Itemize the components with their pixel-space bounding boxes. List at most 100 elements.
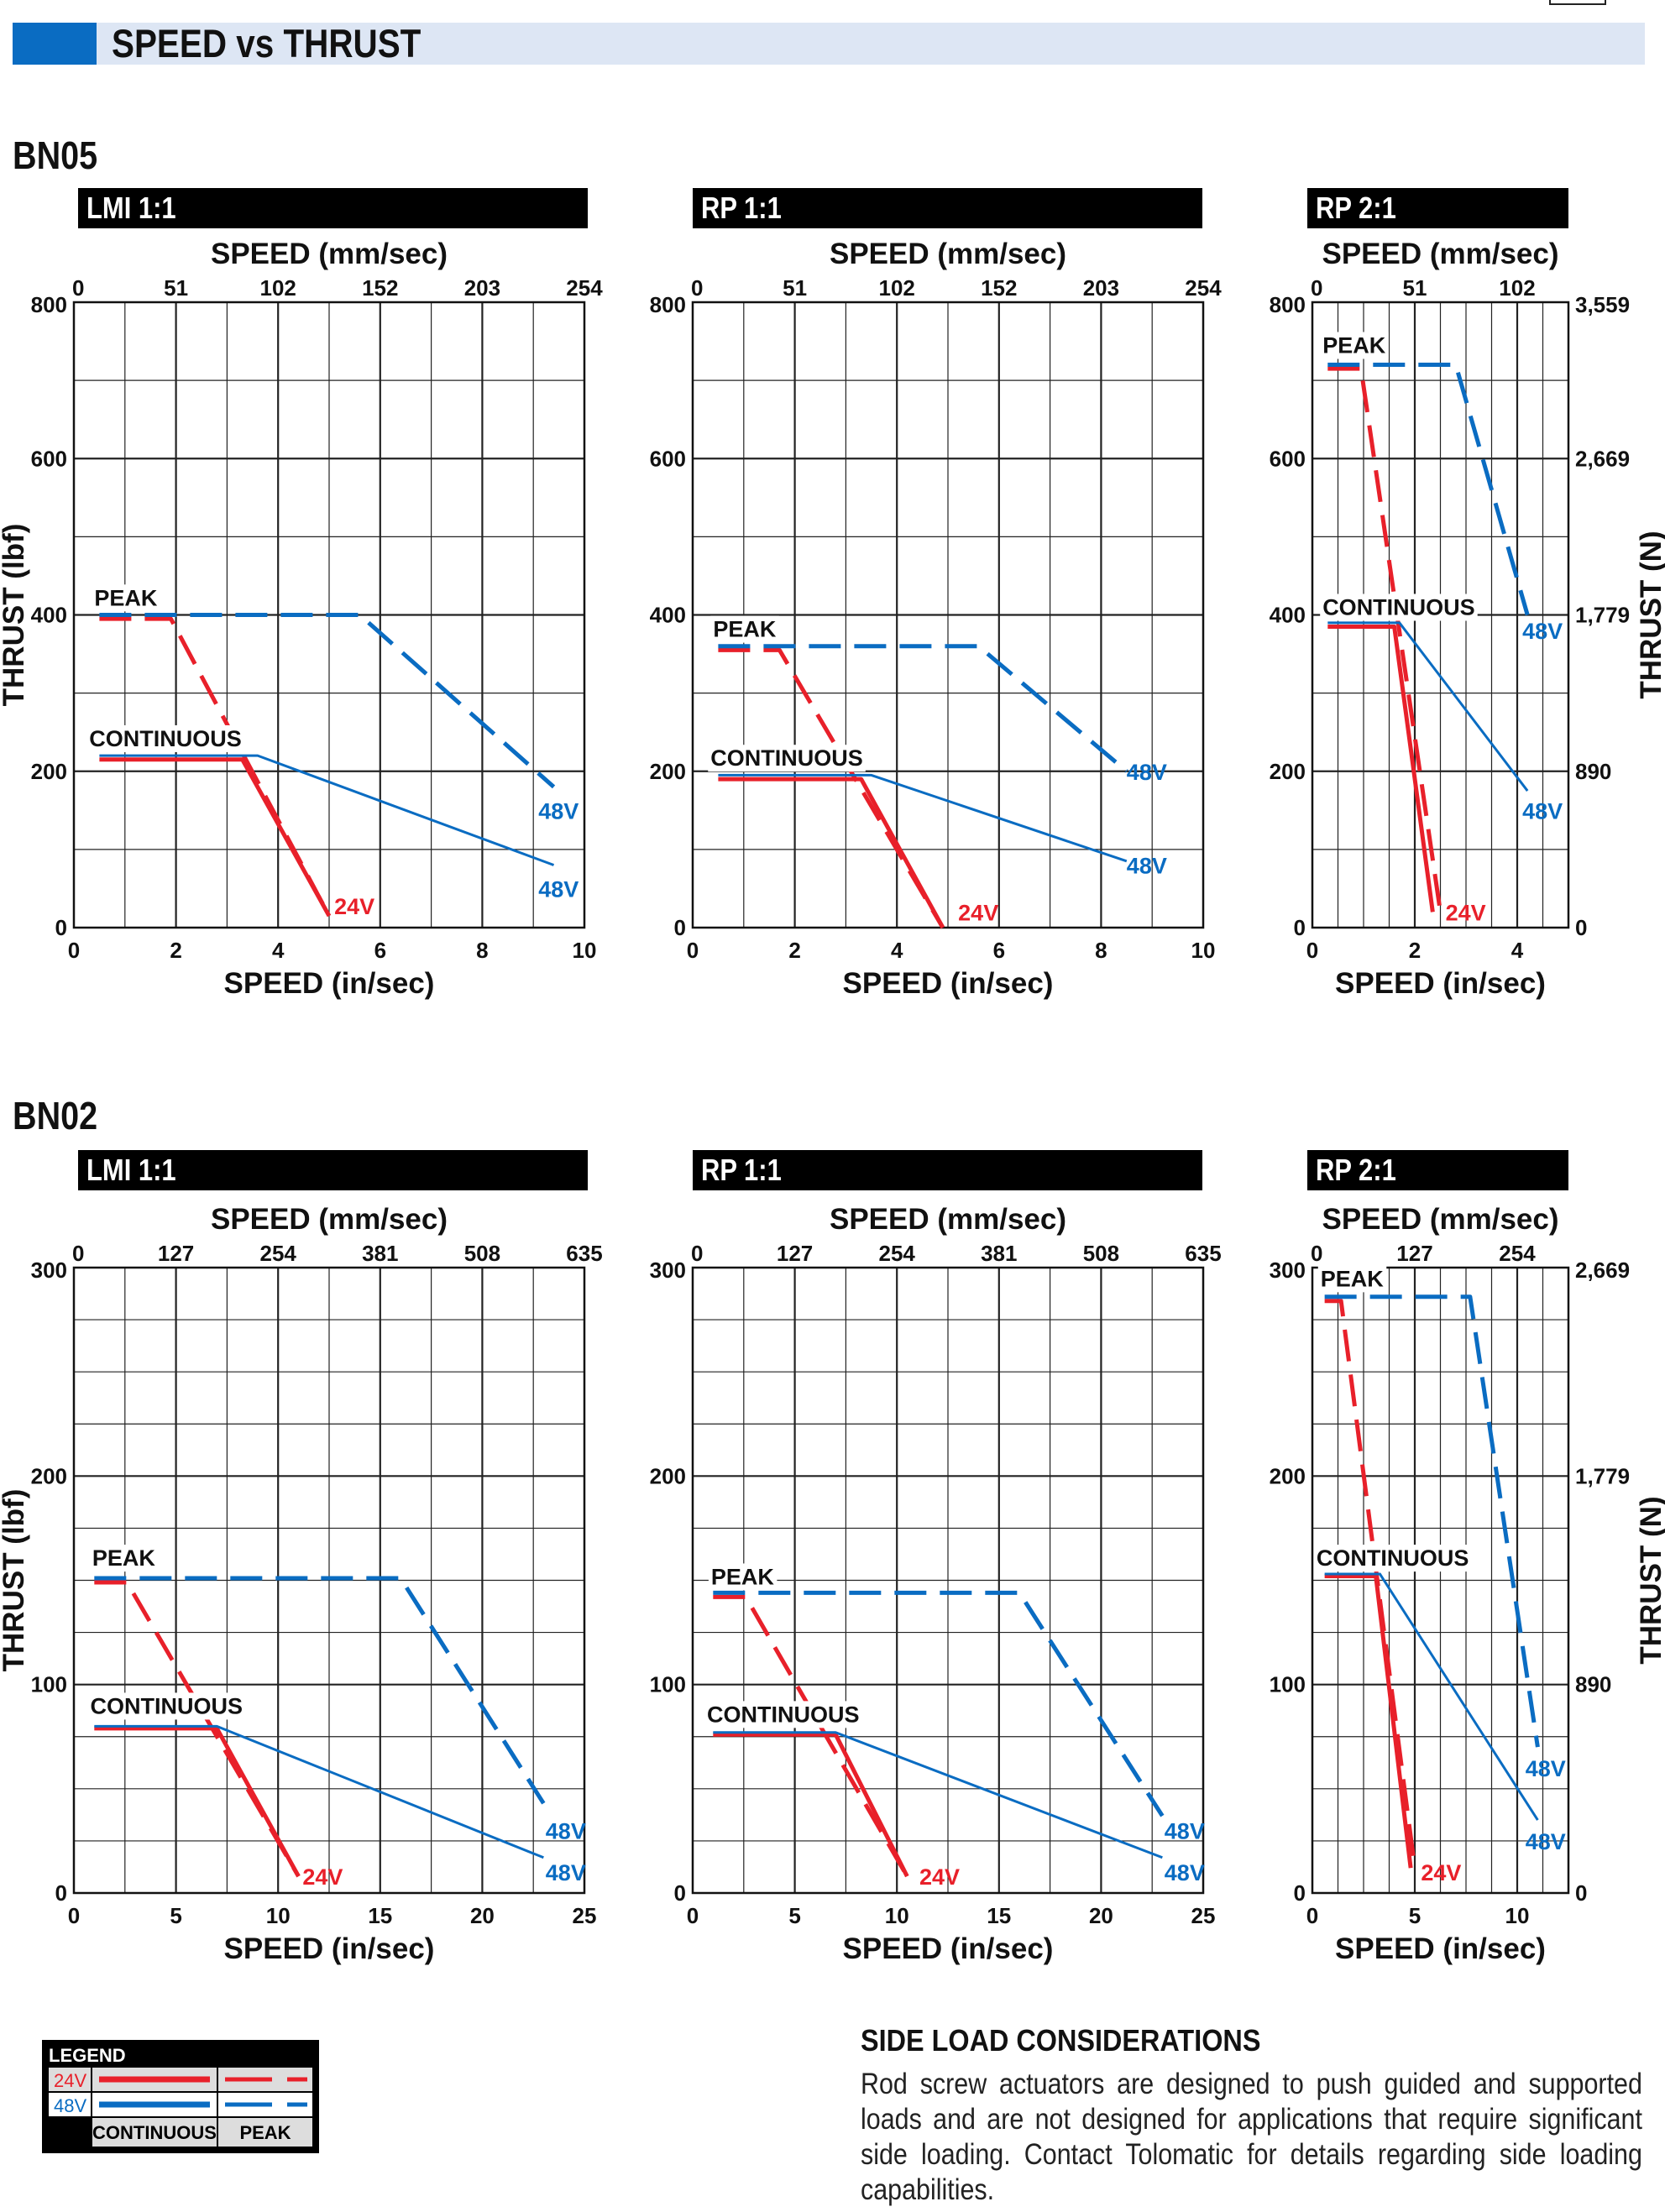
x-tick-label: 20: [470, 1903, 495, 1928]
series-48v-peak-line: [1327, 363, 1530, 616]
chart-title: LMI 1:1: [86, 1153, 176, 1187]
series-label: 48V: [1526, 1756, 1566, 1781]
y-tick-label: 200: [650, 1463, 686, 1488]
y-tick-label: 0: [674, 1880, 686, 1906]
series-24v-continuous-line: [1327, 624, 1435, 913]
x-tick-label: 20: [1089, 1903, 1113, 1928]
series-label: 48V: [546, 1819, 586, 1844]
y2-axis-label: THRUST (N): [1635, 531, 1665, 698]
series-24v-continuous-line: [99, 757, 332, 918]
series-48v-continuous-line: [713, 1731, 1163, 1859]
y-tick-label: 0: [55, 1880, 67, 1906]
legend-continuous-label: CONTINUOUS: [92, 2122, 217, 2143]
y-tick-label: 800: [650, 292, 686, 317]
x2-tick-label: 381: [362, 1241, 398, 1266]
annotation-label: CONTINUOUS: [89, 726, 242, 751]
legend-24v-label: 24V: [54, 2070, 86, 2091]
series-24v-continuous-line: [713, 1732, 909, 1878]
x2-tick-label: 152: [981, 275, 1017, 301]
y-tick-label: 600: [31, 446, 67, 471]
annotation-label: PEAK: [711, 1564, 775, 1589]
series-48v-continuous-line: [94, 1724, 544, 1859]
y-tick-label: 400: [31, 603, 67, 628]
x-tick-label: 6: [374, 938, 386, 963]
y2-tick-label: 890: [1575, 759, 1611, 784]
y-tick-label: 300: [31, 1258, 67, 1283]
plot-frame: [1311, 301, 1570, 929]
x-tick-label: 2: [1409, 938, 1421, 963]
series-label: 48V: [1165, 1819, 1205, 1844]
annotation-label: PEAK: [94, 585, 158, 610]
legend-cell: [218, 2118, 312, 2147]
series-24v-peak-line: [1324, 1299, 1417, 1869]
x2-tick-label: 152: [362, 275, 398, 301]
x-tick-label: 25: [573, 1903, 597, 1928]
annotation-background: [92, 584, 160, 612]
legend-label-cell: [49, 2093, 91, 2116]
x2-tick-label: 127: [777, 1241, 813, 1266]
x-tick-label: 2: [170, 938, 181, 963]
annotation-label: CONTINUOUS: [90, 1693, 243, 1718]
x2-tick-label: 254: [566, 275, 603, 301]
series-48v-peak-line: [718, 644, 1128, 773]
x2-tick-label: 0: [72, 275, 84, 301]
x2-tick-label: 203: [464, 275, 500, 301]
series-label: 24V: [334, 894, 374, 919]
x-tick-label: 10: [885, 1903, 909, 1928]
series-48v-peak-line: [713, 1590, 1165, 1817]
series-label: 48V: [1127, 760, 1167, 785]
corner-box: [1549, 0, 1606, 5]
page-title: SPEED vs THRUST: [112, 21, 421, 65]
header-band: [13, 23, 1645, 65]
x2-tick-label: 0: [72, 1241, 84, 1266]
annotation-background: [87, 1692, 245, 1720]
y-tick-label: 0: [1294, 1880, 1306, 1906]
x2-tick-label: 0: [1311, 275, 1322, 301]
y-tick-label: 200: [650, 759, 686, 784]
x-axis-label: SPEED (in/sec): [843, 967, 1054, 1000]
annotation-background: [710, 615, 779, 643]
annotation-background: [704, 1701, 862, 1728]
annotation-background: [89, 1545, 159, 1572]
series-label: 24V: [958, 900, 998, 925]
series-label: 24V: [1446, 900, 1486, 925]
series-label: 48V: [1526, 1829, 1566, 1854]
y-tick-label: 100: [31, 1672, 67, 1697]
x2-tick-label: 635: [1185, 1241, 1221, 1266]
y-tick-label: 300: [1270, 1258, 1306, 1283]
y-tick-label: 0: [1294, 915, 1306, 940]
x2-tick-label: 254: [879, 1241, 916, 1266]
x2-tick-label: 254: [1185, 275, 1222, 301]
x2-tick-label: 508: [464, 1241, 500, 1266]
legend-peak-label: PEAK: [239, 2122, 291, 2143]
x2-axis-label: SPEED (mm/sec): [1322, 1203, 1558, 1236]
series-48v-peak-line: [99, 613, 556, 789]
x-tick-label: 15: [987, 1903, 1011, 1928]
legend-label-cell: [49, 2068, 91, 2091]
y-tick-label: 600: [650, 446, 686, 471]
x-tick-label: 0: [1306, 938, 1318, 963]
series-48v-peak-line: [1324, 1294, 1540, 1748]
x-tick-label: 10: [1191, 938, 1216, 963]
series-label: 24V: [919, 1864, 960, 1890]
x2-axis-label: SPEED (mm/sec): [830, 1203, 1066, 1236]
plot-frame: [72, 1266, 586, 1895]
legend: LEGEND 24V 48V CONTINUOUS PEAK: [42, 2040, 319, 2153]
x-axis-label: SPEED (in/sec): [843, 1932, 1054, 1965]
chart-title: RP 2:1: [1316, 191, 1396, 225]
x2-tick-label: 0: [691, 275, 703, 301]
header-blue-block: [13, 23, 97, 65]
y-tick-label: 300: [650, 1258, 686, 1283]
series-24v-peak-line: [94, 1580, 301, 1878]
x-tick-label: 8: [476, 938, 488, 963]
x-tick-label: 0: [687, 1903, 699, 1928]
plot-frame: [691, 301, 1205, 929]
annotation-background: [1317, 1265, 1387, 1293]
annotation-label: PEAK: [713, 617, 777, 642]
y-tick-label: 200: [1270, 1463, 1306, 1488]
series-label: 48V: [1522, 619, 1563, 644]
x2-tick-label: 381: [981, 1241, 1017, 1266]
series-label: 48V: [538, 798, 579, 824]
y-tick-label: 0: [674, 915, 686, 940]
series-48v-continuous-line: [1324, 1572, 1539, 1821]
